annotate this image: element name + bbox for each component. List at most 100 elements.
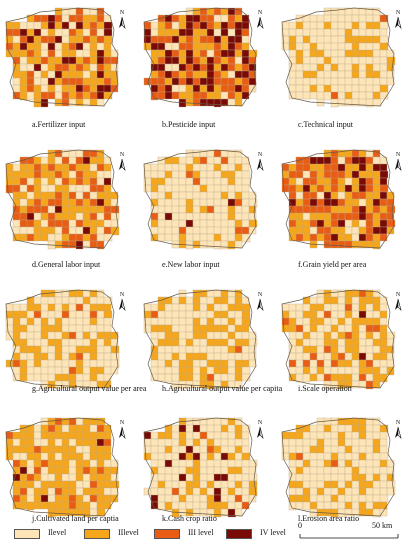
township-polygon xyxy=(323,424,332,433)
township-polygon xyxy=(192,35,202,44)
township-polygon xyxy=(213,345,223,354)
township-polygon xyxy=(47,212,56,221)
township-polygon xyxy=(89,84,98,93)
township-polygon xyxy=(309,480,319,489)
township-polygon xyxy=(295,331,304,340)
township-polygon xyxy=(103,63,113,72)
township-polygon xyxy=(234,296,243,306)
township-polygon xyxy=(40,156,49,165)
map-panel xyxy=(281,289,396,390)
township-polygon xyxy=(323,21,333,31)
township-polygon xyxy=(295,352,304,362)
township-polygon xyxy=(164,226,173,236)
township-polygon xyxy=(220,212,229,222)
township-polygon xyxy=(337,91,346,101)
township-polygon xyxy=(192,373,202,382)
township-polygon xyxy=(54,77,63,87)
township-polygon xyxy=(12,366,21,376)
township-polygon xyxy=(26,56,36,65)
township-polygon xyxy=(372,459,382,468)
township-polygon xyxy=(288,226,298,236)
township-polygon xyxy=(75,487,85,496)
township-polygon xyxy=(150,331,159,340)
township-polygon xyxy=(323,77,332,87)
township-polygon xyxy=(171,226,180,235)
township-polygon xyxy=(89,170,98,179)
township-polygon xyxy=(379,77,388,86)
township-polygon xyxy=(89,345,98,355)
township-polygon xyxy=(75,289,84,298)
township-polygon xyxy=(75,28,84,37)
township-polygon xyxy=(316,366,325,376)
township-polygon xyxy=(337,466,346,475)
township-polygon xyxy=(295,21,304,30)
township-polygon xyxy=(379,303,388,313)
north-arrow-icon: N xyxy=(116,10,128,34)
township-polygon xyxy=(372,310,381,319)
north-arrow-glyph xyxy=(395,158,402,172)
township-polygon xyxy=(68,459,77,468)
township-polygon xyxy=(33,191,42,200)
township-polygon xyxy=(185,317,194,326)
township-polygon xyxy=(171,473,180,482)
township-polygon xyxy=(302,191,311,200)
township-polygon xyxy=(26,331,35,340)
township-polygon xyxy=(365,226,374,236)
township-polygon xyxy=(40,219,49,228)
township-polygon xyxy=(351,170,360,179)
township-polygon xyxy=(302,63,312,72)
township-polygon xyxy=(178,184,187,193)
township-polygon xyxy=(302,177,311,187)
township-polygon xyxy=(323,331,332,341)
township-polygon xyxy=(206,49,215,58)
township-polygon xyxy=(302,296,311,305)
township-polygon xyxy=(171,170,180,179)
township-polygon xyxy=(344,77,354,86)
township-polygon xyxy=(206,487,216,496)
township-polygon xyxy=(344,91,353,100)
township-polygon xyxy=(185,14,195,23)
township-polygon xyxy=(199,317,208,327)
north-arrow-glyph xyxy=(257,426,264,440)
township-polygon xyxy=(61,219,70,228)
choropleth-map xyxy=(143,289,258,390)
township-polygon xyxy=(379,49,388,58)
township-polygon xyxy=(281,163,290,172)
township-polygon xyxy=(316,91,325,101)
township-polygon xyxy=(206,226,216,235)
township-polygon xyxy=(185,226,195,235)
township-polygon xyxy=(337,494,346,504)
township-polygon xyxy=(68,487,77,496)
township-polygon xyxy=(54,21,63,31)
township-polygon xyxy=(323,501,332,510)
township-polygon xyxy=(96,70,105,80)
township-polygon xyxy=(199,233,209,242)
township-polygon xyxy=(288,219,297,228)
township-polygon xyxy=(68,98,77,107)
township-polygon xyxy=(192,352,201,361)
township-polygon xyxy=(40,63,49,72)
township-polygon xyxy=(75,198,84,207)
township-polygon xyxy=(337,14,346,23)
township-polygon xyxy=(358,28,367,37)
township-polygon xyxy=(316,303,325,312)
township-polygon xyxy=(288,366,298,375)
township-polygon xyxy=(89,352,98,361)
township-polygon xyxy=(295,473,305,483)
township-polygon xyxy=(12,480,21,490)
township-polygon xyxy=(344,359,354,369)
township-polygon xyxy=(54,431,63,440)
township-polygon xyxy=(157,466,167,475)
township-polygon xyxy=(19,226,29,235)
township-polygon xyxy=(96,42,105,52)
township-polygon xyxy=(344,198,353,207)
township-polygon xyxy=(281,452,290,461)
township-polygon xyxy=(82,296,91,305)
township-polygon xyxy=(192,205,201,214)
township-polygon xyxy=(47,14,57,23)
township-polygon xyxy=(61,170,71,180)
township-polygon xyxy=(171,156,180,165)
township-polygon xyxy=(185,480,194,489)
township-polygon xyxy=(358,338,367,347)
